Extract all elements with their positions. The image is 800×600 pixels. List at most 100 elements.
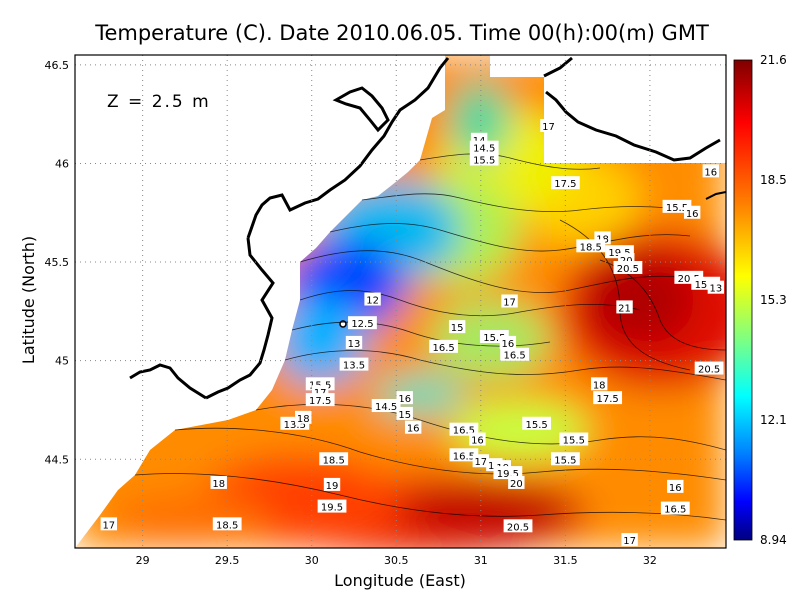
contour-label: 17: [623, 536, 636, 547]
contour-label-bg: [449, 448, 479, 462]
lon-tick-label: 31.5: [553, 554, 578, 567]
contour-label-bg: [500, 347, 530, 361]
contour-label-bg: [396, 406, 413, 420]
contour-label: 16: [686, 209, 699, 220]
contour-label-bg: [593, 391, 623, 405]
lon-tick-label: 31: [474, 554, 488, 567]
contour-label: 15.5: [554, 455, 576, 466]
contour-label: 17: [102, 520, 115, 531]
contour-label: 15.5: [473, 156, 495, 167]
contour-label: 15.5: [483, 333, 505, 344]
contour-label: 13.5: [343, 361, 365, 372]
lat-tick-label: 45: [55, 355, 69, 368]
contour-label-bg: [616, 300, 633, 314]
contour-label: 16: [704, 167, 717, 178]
contour-label-bg: [429, 339, 459, 353]
contour-label: 16: [407, 424, 420, 435]
latitude-ticks: 44.5 45 45.5 46 46.5: [45, 59, 70, 466]
contour-label-bg: [707, 280, 725, 294]
contour-label-bg: [404, 420, 422, 434]
lon-tick-label: 32: [643, 554, 657, 567]
contour-label: 17.5: [554, 179, 576, 190]
contour-label-bg: [522, 416, 552, 430]
contour-label-bg: [499, 335, 517, 349]
plot-frame: [74, 54, 727, 549]
contour-label-bg: [100, 517, 118, 531]
contour-label: 18: [212, 479, 225, 490]
contour-label-bg: [683, 205, 701, 219]
contour-label-bg: [371, 399, 401, 413]
contour-label: 17.5: [309, 396, 331, 407]
contour-label: 18.5: [580, 242, 602, 253]
contour-label-bg: [613, 260, 643, 274]
contour-label-bg: [667, 479, 684, 493]
contour-label: 16: [669, 483, 682, 494]
contour-label: 12.5: [351, 319, 373, 330]
contour-label-bg: [345, 335, 363, 349]
contour-label: 13: [348, 339, 361, 350]
contour-label: 18.5: [323, 455, 345, 466]
contour-label: 16.5: [664, 505, 686, 516]
contour-label: 17.5: [597, 394, 619, 405]
contour-label: 14.5: [375, 402, 397, 413]
contour-label-bg: [540, 118, 557, 132]
contour-label: 16.5: [432, 343, 454, 354]
contour-labels: 171414.515.517.51615.5161818.519.52020.5…: [100, 118, 725, 547]
contour-label-bg: [305, 393, 335, 407]
contour-label: 15.5: [666, 203, 688, 214]
contour-label: 21: [618, 303, 631, 314]
contour-label-bg: [472, 454, 490, 468]
contour-label-bg: [501, 294, 518, 308]
contour-label: 15: [398, 410, 411, 421]
contour-label-bg: [364, 292, 381, 306]
contour-label: 16: [471, 436, 484, 447]
contour-label-bg: [493, 466, 523, 480]
contour-label-bg: [295, 410, 312, 424]
colorbar-tick-label: 12.1: [760, 413, 787, 427]
temperature-field: [75, 55, 726, 548]
contour-label-bg: [590, 377, 608, 391]
contour-label-bg: [576, 239, 606, 253]
contour-label: 16.5: [504, 351, 526, 362]
contour-label-bg: [348, 316, 377, 330]
contour-label-bg: [694, 361, 724, 375]
contour-label-bg: [621, 533, 638, 547]
contour-label-bg: [550, 176, 580, 190]
contour-label: 18: [297, 414, 310, 425]
contour-label-bg: [469, 432, 486, 446]
contour-label: 20.5: [507, 522, 529, 533]
contour-label: 20.5: [617, 264, 639, 275]
contour-label-bg: [323, 477, 341, 491]
contour-label-bg: [210, 475, 227, 489]
contour-label: 13: [709, 284, 722, 295]
colorbar-tick-label: 18.5: [760, 173, 787, 187]
contour-label-bg: [503, 519, 533, 533]
contour-label: 14.5: [473, 144, 495, 155]
colorbar-tick-label: 8.94: [760, 533, 787, 547]
contour-label-bg: [469, 140, 499, 154]
lat-tick-label: 45.5: [45, 256, 70, 269]
contour-label-bg: [449, 422, 479, 436]
contour-label-bg: [702, 164, 719, 178]
longitude-ticks: 29 29.5 30 30.5 31 31.5 32: [136, 554, 657, 567]
contour-label: 15.5: [525, 420, 547, 431]
contour-label: 13.5: [284, 420, 306, 431]
colorbar: [733, 59, 753, 541]
colorbar-tick-label: 15.3: [760, 293, 787, 307]
contour-label-bg: [508, 475, 525, 489]
lat-tick-label: 46: [55, 157, 69, 170]
x-axis-label: Longitude (East): [334, 571, 466, 590]
colorbar-tick-label: 21.6: [760, 53, 787, 67]
contour-label: 19.5: [321, 503, 343, 514]
contour-label: 18: [593, 380, 606, 391]
contour-label: 12: [366, 296, 379, 307]
contour-label: 15.5: [695, 280, 717, 291]
contour-label: 17: [542, 122, 555, 133]
contour-label: 16: [502, 339, 515, 350]
contour-label-bg: [212, 517, 242, 531]
contour-label: 17: [474, 457, 487, 468]
contour-label-bg: [559, 432, 589, 446]
lon-tick-label: 30.5: [384, 554, 409, 567]
contour-label: 16.5: [453, 451, 475, 462]
colorbar-labels: 21.6 18.5 15.3 12.1 8.94: [760, 53, 787, 547]
